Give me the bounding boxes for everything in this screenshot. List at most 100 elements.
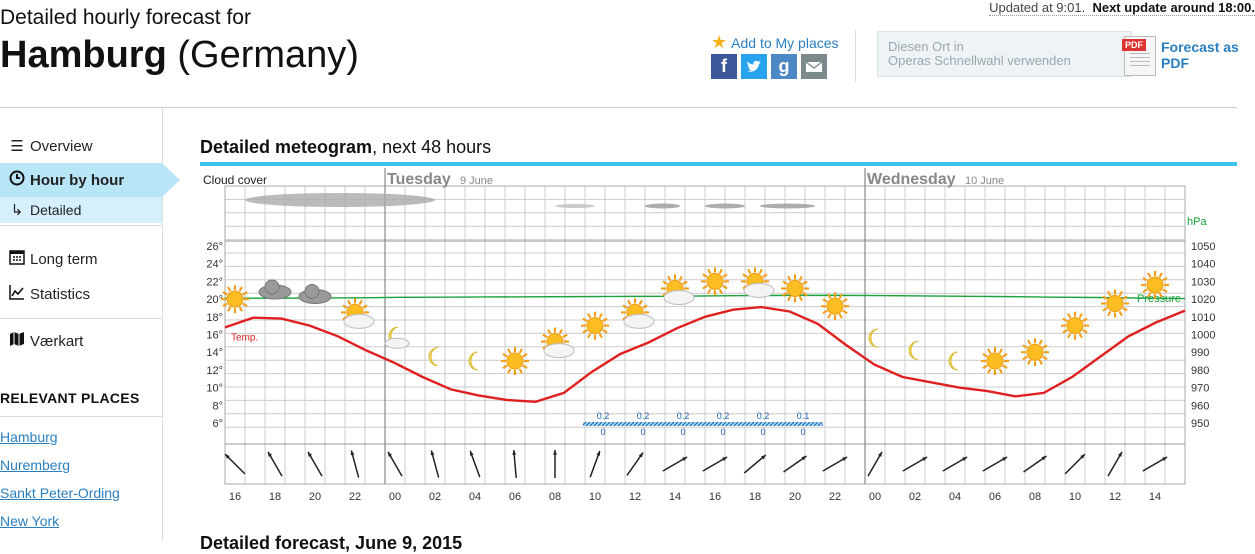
temp-tick-label: 18° bbox=[206, 312, 223, 324]
wind-arrow-head bbox=[1118, 451, 1122, 457]
sun-icon bbox=[981, 347, 1009, 376]
pressure-label: Pressure bbox=[1137, 293, 1181, 305]
hour-tick-label: 20 bbox=[789, 491, 801, 503]
sidebar-item-overview[interactable]: ☰ Overview bbox=[0, 136, 162, 156]
sun-ray bbox=[542, 333, 548, 338]
sidebar-item-label: Værkart bbox=[30, 332, 84, 350]
add-to-my-places-link[interactable]: ★ Add to My places bbox=[711, 32, 839, 53]
sun-ray bbox=[787, 275, 792, 282]
sun-ray bbox=[1027, 339, 1032, 345]
sun-ray bbox=[602, 329, 608, 334]
pressure-tick-label: 980 bbox=[1191, 365, 1209, 377]
sun-disc bbox=[786, 279, 804, 297]
precip-bar bbox=[623, 422, 663, 426]
sidebar-item-long-term[interactable]: Long term bbox=[0, 249, 162, 269]
sun-ray bbox=[587, 332, 592, 339]
cloud-cover-band bbox=[645, 203, 680, 209]
sun-ray bbox=[842, 298, 848, 303]
sun-ray bbox=[1162, 277, 1168, 282]
temp-tick-label: 16° bbox=[206, 330, 223, 342]
wind-arrow-head bbox=[842, 457, 848, 461]
precip-probability: 0 bbox=[720, 427, 725, 437]
precip-bar bbox=[743, 422, 783, 426]
sun-ray bbox=[1038, 339, 1043, 345]
cloud-puff bbox=[264, 279, 280, 295]
hour-tick-label: 02 bbox=[909, 491, 921, 503]
sun-ray bbox=[242, 291, 248, 296]
sun-ray bbox=[1042, 344, 1048, 349]
sun-ray bbox=[1078, 332, 1083, 339]
pdf-icon[interactable]: PDF bbox=[1122, 36, 1156, 76]
pressure-tick-label: 990 bbox=[1191, 347, 1209, 359]
hour-tick-label: 18 bbox=[749, 491, 761, 503]
wind-arrow-head bbox=[388, 451, 392, 457]
sun-ray bbox=[1107, 290, 1112, 297]
map-glyph bbox=[10, 332, 24, 346]
day-label-wednesday: Wednesday bbox=[867, 171, 956, 188]
wind-arrow bbox=[513, 449, 517, 479]
sidebar-item-vaerkart[interactable]: Værkart bbox=[0, 331, 162, 351]
wind-arrow-head bbox=[469, 450, 474, 456]
sun-ray bbox=[1122, 295, 1128, 300]
sun-ray bbox=[558, 328, 563, 335]
city-name: Hamburg bbox=[0, 34, 167, 76]
place-link[interactable]: Sankt Peter-Ording bbox=[0, 485, 120, 501]
email-icon[interactable] bbox=[801, 54, 827, 79]
cloud-icon bbox=[543, 343, 575, 359]
hour-tick-label: 10 bbox=[589, 491, 601, 503]
hour-tick-label: 00 bbox=[869, 491, 881, 503]
temp-tick-label: 26° bbox=[206, 241, 223, 253]
opera-button-line2: Operas Schnellwahl verwenden bbox=[888, 53, 1071, 68]
place-link[interactable]: New York bbox=[0, 513, 60, 529]
chart-frame bbox=[224, 185, 1186, 485]
opera-speed-dial-button[interactable]: Diesen Ort in Operas Schnellwahl verwend… bbox=[877, 31, 1132, 77]
wind-arrow-head bbox=[801, 455, 807, 461]
sun-ray bbox=[242, 302, 248, 307]
sun-ray bbox=[1067, 332, 1072, 339]
temp-tick-label: 20° bbox=[206, 294, 223, 306]
sun-disc bbox=[1026, 343, 1044, 361]
precip-amount: 0.2 bbox=[597, 411, 610, 421]
sun-ray bbox=[1022, 344, 1028, 349]
precip-bar bbox=[703, 422, 743, 426]
wind-arrow bbox=[267, 451, 283, 477]
google-plus-icon[interactable]: g bbox=[771, 54, 797, 79]
sun-ray bbox=[1062, 317, 1068, 323]
cloud-puff bbox=[304, 283, 320, 299]
precip-amount: 0.2 bbox=[677, 411, 690, 421]
sun-disc bbox=[1066, 317, 1084, 335]
sun-icon bbox=[1021, 338, 1049, 367]
clock-glyph bbox=[9, 170, 25, 186]
sidebar-item-detailed[interactable]: ↳ Detailed bbox=[0, 197, 162, 223]
sun-ray bbox=[987, 348, 992, 354]
precip-bar bbox=[583, 422, 623, 426]
pressure-tick-label: 1030 bbox=[1191, 276, 1215, 288]
hour-tick-label: 12 bbox=[629, 491, 641, 503]
hour-tick-label: 08 bbox=[1029, 491, 1041, 503]
temp-tick-label: 12° bbox=[206, 365, 223, 377]
sun-ray bbox=[222, 291, 228, 296]
envelope-glyph bbox=[805, 60, 823, 73]
sidebar-item-hour-by-hour[interactable]: Hour by hour bbox=[0, 163, 180, 197]
relevant-places-heading: RELEVANT PLACES bbox=[0, 390, 140, 406]
pressure-tick-label: 960 bbox=[1191, 400, 1209, 412]
sun-ray bbox=[1147, 292, 1152, 298]
precip-probability: 0 bbox=[640, 427, 645, 437]
sidebar-divider bbox=[0, 416, 162, 417]
chart-glyph bbox=[9, 285, 24, 300]
twitter-icon[interactable] bbox=[741, 54, 767, 79]
forecast-pdf-link[interactable]: Forecast as PDF bbox=[1161, 39, 1239, 71]
place-link[interactable]: Nuremberg bbox=[0, 457, 71, 473]
sun-ray bbox=[678, 275, 683, 282]
sun-ray bbox=[582, 317, 588, 323]
sun-ray bbox=[1158, 272, 1163, 278]
facebook-icon[interactable]: f bbox=[711, 54, 737, 79]
page-title: Hamburg (Germany) bbox=[0, 34, 359, 77]
pressure-tick-label: 1040 bbox=[1191, 259, 1215, 271]
sidebar-item-statistics[interactable]: Statistics bbox=[0, 284, 162, 304]
place-link[interactable]: Hamburg bbox=[0, 429, 58, 445]
sun-ray bbox=[587, 313, 592, 319]
sun-ray bbox=[1078, 313, 1083, 319]
sun-ray bbox=[362, 304, 368, 309]
sun-disc bbox=[1106, 295, 1124, 313]
